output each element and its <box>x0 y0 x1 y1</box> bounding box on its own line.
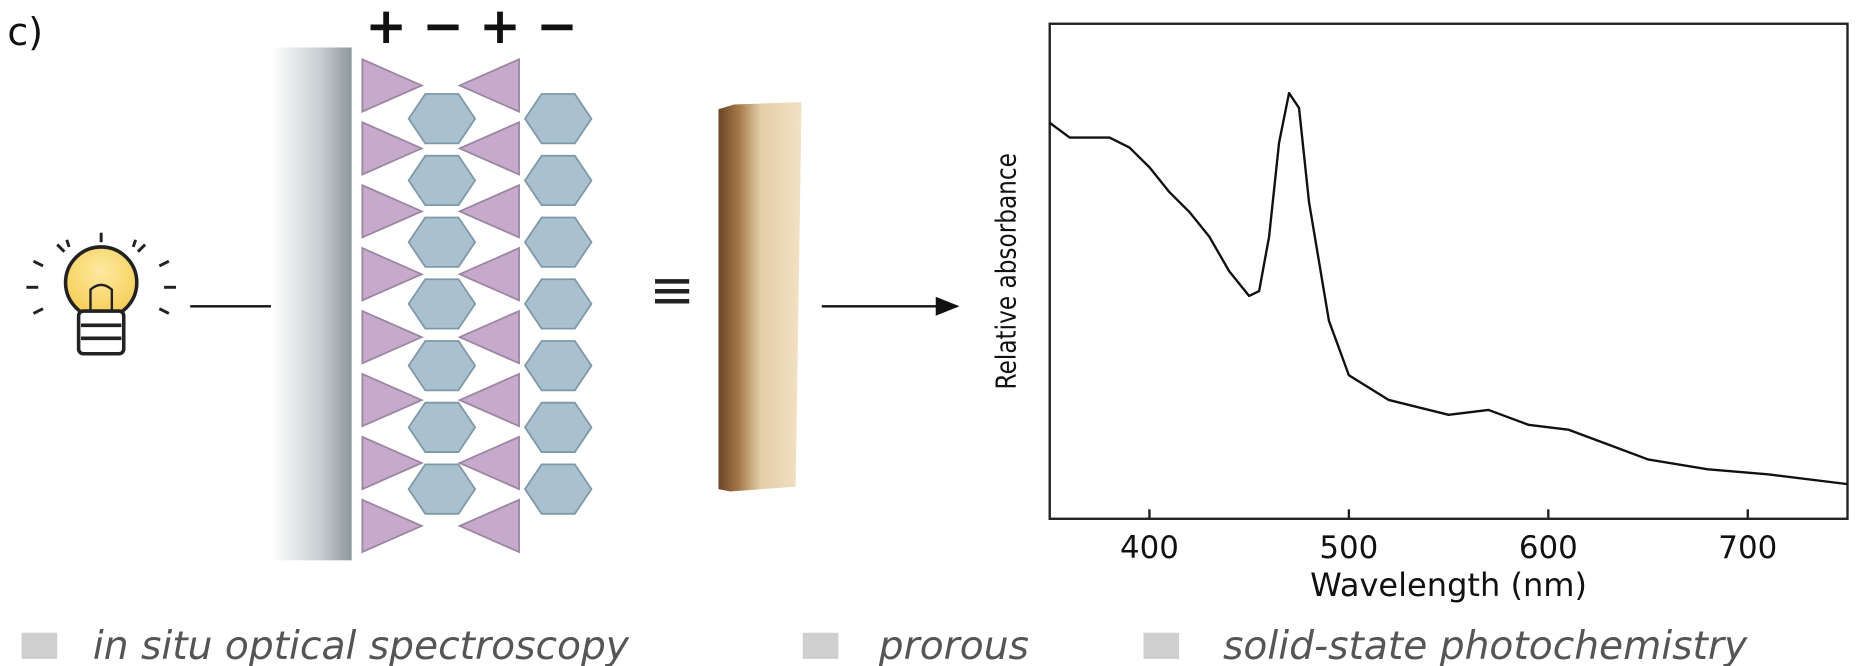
charge-sign: − <box>536 0 578 55</box>
hexagon <box>407 154 477 207</box>
keyword-marker <box>21 632 58 659</box>
triangle <box>361 372 424 428</box>
hexagon <box>523 401 593 453</box>
triangle <box>457 183 520 239</box>
triangle <box>361 435 424 491</box>
hexagon <box>407 401 477 453</box>
plot-frame <box>1048 22 1849 520</box>
panel-label: c) <box>7 10 43 54</box>
triangle <box>361 309 424 365</box>
hexagon <box>523 340 593 392</box>
triangle <box>457 120 520 176</box>
triangle <box>361 120 424 176</box>
triangle <box>457 309 520 365</box>
keyword-marker <box>1143 632 1180 659</box>
hexagon <box>407 216 477 268</box>
electrode <box>270 47 352 561</box>
film-photo <box>718 102 802 492</box>
hexagon <box>523 154 593 207</box>
hexagon <box>523 463 593 515</box>
hexagon <box>523 278 593 330</box>
x-tick-label: 500 <box>1319 530 1378 566</box>
triangle <box>361 57 424 113</box>
x-tick-label: 600 <box>1519 530 1578 566</box>
charge-sign: + <box>479 0 521 55</box>
hexagon <box>407 278 477 330</box>
equivalent-sign: ≡ <box>649 258 695 322</box>
triangle <box>361 246 424 302</box>
hexagon <box>407 463 477 515</box>
triangle <box>457 57 520 113</box>
triangle <box>361 183 424 239</box>
x-tick-label: 700 <box>1718 530 1777 566</box>
hexagon <box>523 216 593 268</box>
charge-sign: + <box>365 0 407 55</box>
x-tick-label: 400 <box>1120 530 1179 566</box>
keyword: solid-state photochemistry <box>1223 624 1748 666</box>
hexagon <box>407 340 477 392</box>
charge-sign: − <box>422 0 464 55</box>
triangle <box>457 435 520 491</box>
spectrum-line <box>1049 91 1848 486</box>
y-axis-label: Relative absorbance <box>989 153 1021 389</box>
hexagon <box>407 93 477 145</box>
light-bulb <box>26 232 176 356</box>
triangle <box>457 498 520 554</box>
x-axis-label: Wavelength (nm) <box>1310 566 1587 604</box>
keyword: in situ optical spectroscopy <box>93 624 630 666</box>
hexagon <box>523 93 593 145</box>
triangle <box>361 498 424 554</box>
keyword: prorous <box>878 624 1029 666</box>
triangle <box>457 246 520 302</box>
triangle <box>457 372 520 428</box>
keyword-marker <box>802 632 839 659</box>
